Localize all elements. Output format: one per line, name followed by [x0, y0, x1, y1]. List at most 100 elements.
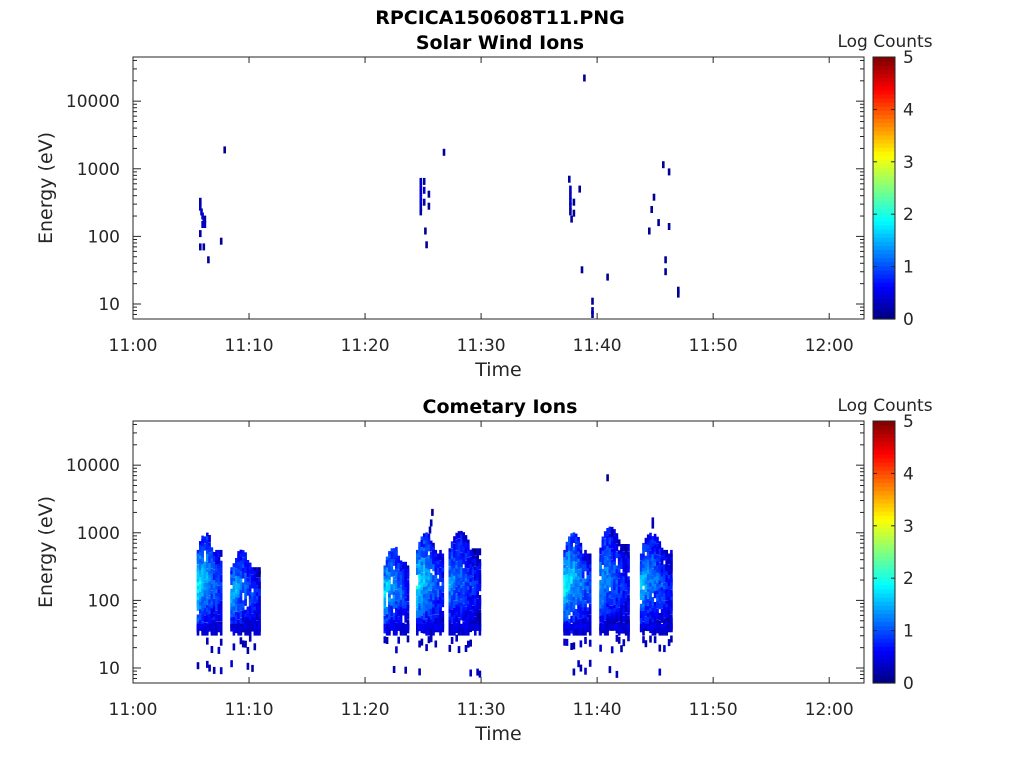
data-cell: [434, 596, 438, 604]
data-cell: [660, 587, 664, 595]
colorbar-band: [873, 494, 895, 500]
data-cell: [390, 566, 394, 574]
data-cell: [603, 628, 607, 636]
data-cell: [383, 615, 387, 623]
colorbar-band: [873, 584, 895, 590]
data-cell: [217, 607, 221, 615]
data-cell: [642, 589, 645, 597]
data-cell: [471, 566, 475, 574]
data-cell: [644, 616, 648, 624]
data-cell: [656, 619, 659, 627]
data-cell: [460, 591, 463, 599]
data-cell: [565, 638, 569, 646]
data-cell: [253, 613, 257, 621]
data-cell: [199, 584, 202, 592]
data-cell: [653, 544, 657, 552]
data-cell: [453, 550, 456, 558]
data-cell: [244, 613, 247, 621]
data-cell: [615, 590, 619, 598]
data-cell: [577, 583, 580, 591]
data-cell: [201, 589, 204, 597]
y-tick-label: 10000: [66, 92, 120, 112]
data-cell: [574, 555, 578, 563]
data-cell: [603, 577, 607, 585]
data-cell: [390, 562, 394, 570]
data-cell: [258, 603, 261, 611]
data-cell: [658, 544, 662, 552]
data-cell: [246, 567, 250, 575]
data-cell: [239, 567, 243, 575]
data-cell: [601, 558, 605, 565]
data-cell: [570, 547, 573, 555]
data-cell: [670, 560, 673, 568]
data-cell: [203, 572, 207, 580]
data-cell: [648, 227, 651, 235]
data-cell: [258, 570, 261, 578]
data-cell: [427, 605, 431, 613]
data-cell: [606, 617, 609, 625]
data-cell: [574, 580, 578, 588]
data-cell: [219, 575, 223, 582]
data-cell: [606, 606, 609, 614]
data-cell: [397, 636, 400, 644]
data-cell: [644, 623, 648, 631]
data-cell: [584, 623, 587, 631]
data-cell: [199, 623, 202, 631]
data-cell: [215, 628, 218, 636]
data-cell: [577, 590, 580, 598]
data-cell: [201, 607, 204, 615]
data-cell: [649, 532, 652, 540]
data-cell: [246, 662, 250, 670]
data-cell: [615, 605, 619, 612]
data-cell: [239, 571, 243, 579]
data-cell: [208, 588, 211, 596]
data-cell: [420, 575, 424, 583]
data-cell: [613, 561, 616, 569]
data-cell: [627, 562, 630, 569]
data-cell: [439, 585, 442, 593]
data-cell: [572, 623, 576, 631]
data-cell: [388, 623, 391, 631]
data-cell: [462, 586, 465, 593]
data-cell: [429, 519, 433, 527]
data-cell: [624, 554, 628, 562]
data-cell: [208, 599, 211, 607]
data-cell: [392, 569, 396, 577]
data-cell: [196, 593, 200, 600]
data-cell: [395, 628, 398, 636]
data-cell: [241, 550, 245, 558]
data-cell: [385, 585, 389, 593]
data-cell: [436, 567, 440, 575]
data-cell: [649, 536, 652, 544]
data-cell: [588, 659, 592, 667]
data-cell: [574, 598, 578, 606]
data-cell: [244, 581, 247, 588]
data-cell: [427, 623, 431, 631]
colorbar-band: [873, 278, 895, 283]
data-cell: [239, 592, 243, 600]
data-cell: [450, 573, 454, 581]
data-cell: [230, 570, 233, 578]
data-cell: [620, 619, 623, 627]
data-cell: [201, 553, 204, 561]
data-cell: [453, 615, 456, 623]
data-cell: [608, 666, 612, 674]
data-cell: [235, 572, 238, 580]
data-cell: [206, 615, 209, 623]
data-cell: [651, 586, 655, 594]
data-cell: [422, 572, 426, 580]
data-cell: [453, 568, 456, 576]
colorbar-band: [873, 637, 895, 643]
data-cell: [642, 571, 645, 579]
data-cell: [572, 532, 576, 540]
data-cell: [217, 585, 221, 593]
data-cell: [620, 645, 623, 653]
data-cell: [248, 584, 252, 592]
data-cell: [402, 594, 405, 602]
data-cell: [584, 667, 587, 675]
data-cell: [615, 601, 619, 609]
data-cell: [406, 635, 410, 643]
data-cell: [199, 605, 202, 613]
colorbar-band: [873, 445, 895, 451]
data-cell: [453, 572, 456, 580]
